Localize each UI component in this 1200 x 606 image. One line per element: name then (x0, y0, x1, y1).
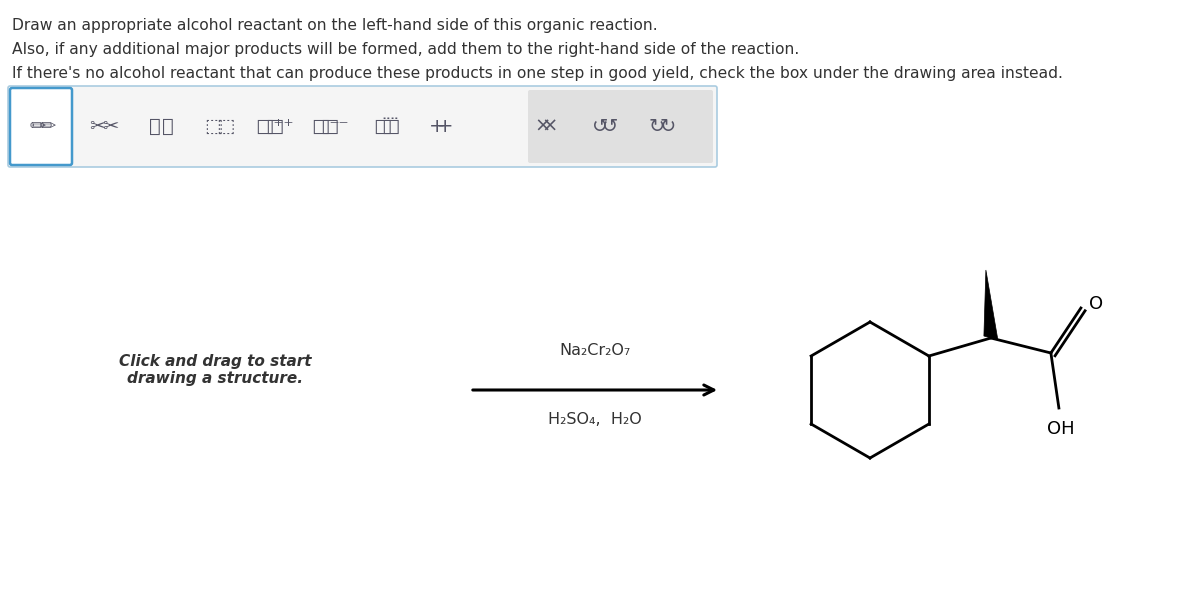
Text: □⁺: □⁺ (265, 117, 294, 136)
Text: ✂: ✂ (89, 117, 106, 136)
Text: ✏: ✏ (40, 117, 56, 136)
Text: ⬚: ⬚ (204, 117, 222, 136)
Text: ↺: ↺ (592, 117, 608, 136)
Text: ×: × (542, 117, 558, 136)
Text: +: + (437, 117, 454, 136)
Text: Draw an appropriate alcohol reactant on the left-hand side of this organic react: Draw an appropriate alcohol reactant on … (12, 18, 658, 33)
Text: Click and drag to start
drawing a structure.: Click and drag to start drawing a struct… (119, 354, 311, 386)
Text: If there's no alcohol reactant that can produce these products in one step in go: If there's no alcohol reactant that can … (12, 66, 1063, 81)
Text: □̈: □̈ (380, 117, 400, 136)
Text: □⁻: □⁻ (312, 117, 341, 136)
Polygon shape (984, 270, 998, 340)
Text: □⁺: □⁺ (256, 117, 284, 136)
FancyBboxPatch shape (8, 86, 718, 167)
Text: ×: × (535, 117, 551, 136)
Text: ✏: ✏ (30, 117, 46, 136)
Text: □⁻: □⁻ (320, 117, 349, 136)
Text: □̈: □̈ (373, 117, 391, 136)
Text: ✂: ✂ (102, 117, 118, 136)
Text: ✋: ✋ (149, 117, 161, 136)
Text: ↻: ↻ (660, 117, 676, 136)
Text: Also, if any additional major products will be formed, add them to the right-han: Also, if any additional major products w… (12, 42, 799, 57)
FancyBboxPatch shape (528, 90, 713, 163)
Text: OH: OH (1048, 420, 1075, 438)
Text: +: + (428, 117, 445, 136)
Text: O: O (1088, 295, 1103, 313)
Text: ↺: ↺ (602, 117, 618, 136)
FancyBboxPatch shape (10, 88, 72, 165)
Text: ↻: ↻ (649, 117, 665, 136)
Text: ✋: ✋ (162, 117, 174, 136)
Text: Na₂Cr₂O₇: Na₂Cr₂O₇ (559, 343, 631, 358)
Text: H₂SO₄,  H₂O: H₂SO₄, H₂O (548, 412, 642, 427)
Text: ⬚: ⬚ (216, 117, 234, 136)
